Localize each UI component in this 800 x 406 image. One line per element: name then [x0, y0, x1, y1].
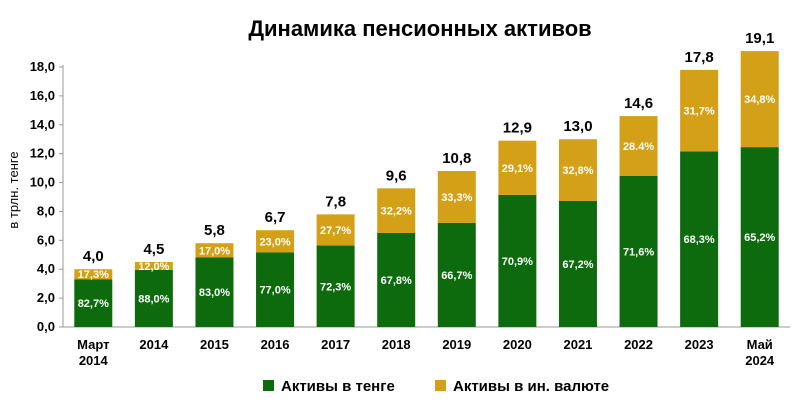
y-tick-labels: 0,0 2,0 4,0 6,0 8,0 10,0 12,0 14,0 16,0 18,0 — [30, 59, 63, 334]
bar-foreign-currency — [740, 51, 779, 148]
bar-total-label: 4,5 — [143, 241, 164, 258]
bar-tenge-label: 67,8% — [381, 275, 412, 287]
y-tick-label: 14,0 — [30, 117, 55, 132]
y-tick-label: 16,0 — [30, 88, 55, 103]
y-tick-label: 8,0 — [37, 203, 55, 218]
bar-tenge — [498, 194, 537, 327]
bar-tenge — [74, 279, 113, 327]
bar-total-label: 14,6 — [624, 95, 653, 112]
bar-total-label: 5,8 — [204, 222, 225, 239]
bar-foreign-label: 12,0% — [138, 261, 169, 273]
bar-tenge — [437, 222, 476, 327]
bar-foreign-currency — [680, 69, 719, 152]
bar-tenge-label: 83,0% — [199, 287, 230, 299]
bar-foreign-currency — [558, 139, 597, 201]
bar-foreign-label: 34,8% — [744, 94, 775, 106]
bar-tenge — [377, 232, 416, 327]
bar-tenge-label: 71,6% — [623, 247, 654, 259]
x-tick-label: 2021 — [563, 337, 592, 352]
chart-title: Динамика пенсионных активов — [248, 16, 591, 41]
y-tick-label: 10,0 — [30, 175, 55, 190]
legend: Активы в тенге Активы в ин. валюте — [263, 378, 609, 395]
x-tick-label: 2018 — [382, 337, 411, 352]
x-tick-label: Март 2014 — [77, 337, 109, 368]
bar-total-label: 7,8 — [325, 193, 346, 210]
bar-foreign-label: 33,3% — [441, 192, 472, 204]
bar-tenge-label: 88,0% — [138, 293, 169, 305]
bar-foreign-currency — [256, 230, 295, 253]
bar-foreign-currency — [437, 171, 476, 223]
x-tick-label: 2020 — [503, 337, 532, 352]
bar-tenge-label: 66,7% — [441, 270, 472, 282]
y-tick-label: 4,0 — [37, 261, 55, 276]
x-tick-label: 2014 — [139, 337, 169, 352]
axes — [62, 65, 790, 328]
x-tick-label: Май 2024 — [745, 337, 775, 368]
bar-foreign-label: 23,0% — [259, 236, 290, 248]
bar-foreign-currency — [195, 243, 234, 258]
bar-tenge-label: 65,2% — [744, 232, 775, 244]
y-tick-label: 12,0 — [30, 146, 55, 161]
bar-foreign-label: 28.4% — [623, 141, 654, 153]
y-axis-label: в трлн. тенге — [6, 151, 21, 228]
bar-total-label: 9,6 — [386, 167, 407, 184]
bar-foreign-label: 31,7% — [684, 106, 715, 118]
bar-tenge — [134, 269, 173, 327]
bar-tenge-label: 67,2% — [562, 259, 593, 271]
y-tick-label: 0,0 — [37, 319, 55, 334]
x-tick-label: 2015 — [200, 337, 229, 352]
bar-foreign-label: 17,3% — [78, 269, 109, 281]
legend-item-tenge: Активы в тенге — [263, 378, 395, 395]
y-tick-label: 2,0 — [37, 290, 55, 305]
x-tick-label: 2016 — [261, 337, 290, 352]
legend-label: Активы в ин. валюте — [453, 378, 609, 395]
bar-tenge-label: 72,3% — [320, 281, 351, 293]
legend-label: Активы в тенге — [281, 378, 395, 395]
bar-tenge-label: 68,3% — [684, 234, 715, 246]
x-tick-label: 2023 — [685, 337, 714, 352]
bar-foreign-label: 29,1% — [502, 163, 533, 175]
bar-total-label: 4,0 — [83, 248, 104, 265]
bar-total-label: 17,8 — [685, 49, 714, 66]
bar-tenge — [740, 147, 779, 327]
legend-swatch — [263, 380, 274, 391]
bar-foreign-currency — [377, 188, 416, 233]
bar-tenge-label: 82,7% — [78, 298, 109, 310]
x-tick-label: 2019 — [442, 337, 471, 352]
bars: 82,7% 17,3% 4,0 88,0% 12,0% 4,5 83,0% 17,0% 5,8 7… — [74, 30, 779, 327]
bar-tenge — [316, 245, 355, 327]
bar-total-label: 10,8 — [442, 150, 471, 167]
legend-item-foreign-currency: Активы в ин. валюте — [435, 378, 609, 395]
y-tick-label: 6,0 — [37, 232, 55, 247]
bar-foreign-currency — [74, 269, 113, 280]
bar-foreign-label: 32,8% — [562, 165, 593, 177]
legend-swatch — [435, 380, 446, 391]
bar-tenge-label: 77,0% — [259, 285, 290, 297]
bar-foreign-currency — [134, 262, 173, 270]
bar-foreign-label: 27,7% — [320, 225, 351, 237]
x-tick-label: 2022 — [624, 337, 653, 352]
bar-tenge — [619, 176, 658, 327]
x-tick-label: 2017 — [321, 337, 350, 352]
bar-foreign-currency — [316, 214, 355, 246]
bar-tenge — [256, 252, 295, 327]
bar-foreign-currency — [619, 116, 658, 177]
bar-total-label: 13,0 — [563, 118, 592, 135]
bar-tenge — [680, 151, 719, 327]
bar-tenge-label: 70,9% — [502, 256, 533, 268]
bar-foreign-label: 17,0% — [199, 245, 230, 257]
bar-total-label: 6,7 — [265, 209, 286, 226]
x-tick-labels: Март 2014 2014 2015 2016 2017 2018 2019 2020 2021… — [77, 337, 775, 368]
y-tick-label: 18,0 — [30, 59, 55, 74]
bar-total-label: 19,1 — [745, 30, 774, 47]
bar-total-label: 12,9 — [503, 120, 532, 137]
bar-foreign-label: 32,2% — [381, 206, 412, 218]
bar-tenge — [195, 257, 234, 327]
bar-tenge — [558, 200, 597, 327]
bar-foreign-currency — [498, 140, 537, 195]
